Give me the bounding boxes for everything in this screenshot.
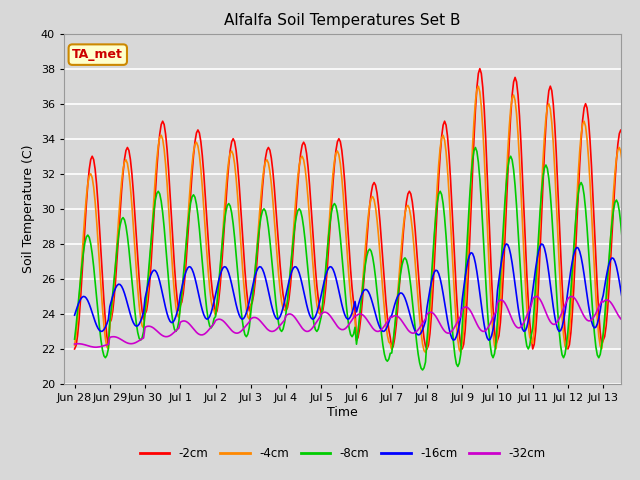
-8cm — [108, 306, 115, 312]
-32cm — [557, 313, 564, 319]
-8cm — [419, 367, 426, 373]
-4cm — [633, 337, 640, 343]
-4cm — [108, 312, 115, 318]
Line: -8cm: -8cm — [75, 147, 637, 370]
-4cm — [558, 313, 566, 319]
-2cm — [360, 279, 367, 285]
-4cm — [422, 349, 429, 355]
-32cm — [567, 294, 575, 300]
-32cm — [362, 314, 369, 320]
-8cm — [472, 144, 479, 150]
-16cm — [71, 312, 79, 318]
-2cm — [557, 249, 564, 254]
-16cm — [502, 241, 510, 247]
-8cm — [90, 264, 97, 269]
-16cm — [633, 301, 640, 307]
-2cm — [476, 66, 484, 72]
-16cm — [632, 310, 639, 315]
-2cm — [630, 307, 638, 312]
-2cm — [472, 107, 479, 113]
-4cm — [632, 335, 639, 341]
-4cm — [473, 86, 481, 92]
-2cm — [108, 317, 115, 323]
-4cm — [360, 264, 367, 270]
Line: -4cm: -4cm — [75, 86, 637, 352]
-8cm — [360, 274, 367, 279]
-16cm — [360, 288, 367, 293]
-16cm — [90, 314, 97, 320]
Title: Alfalfa Soil Temperatures Set B: Alfalfa Soil Temperatures Set B — [224, 13, 461, 28]
-32cm — [90, 344, 97, 350]
Legend: -2cm, -4cm, -8cm, -16cm, -32cm: -2cm, -4cm, -8cm, -16cm, -32cm — [135, 443, 550, 465]
-32cm — [71, 341, 79, 347]
-16cm — [558, 324, 566, 330]
-4cm — [90, 184, 97, 190]
-8cm — [558, 352, 566, 358]
-2cm — [90, 156, 97, 162]
-2cm — [71, 346, 79, 352]
-16cm — [449, 337, 457, 343]
Y-axis label: Soil Temperature (C): Soil Temperature (C) — [22, 144, 35, 273]
-16cm — [108, 298, 115, 304]
-32cm — [632, 303, 639, 309]
-8cm — [632, 352, 639, 358]
Line: -16cm: -16cm — [75, 244, 637, 340]
-2cm — [633, 334, 640, 339]
-8cm — [633, 344, 640, 349]
-16cm — [473, 269, 481, 275]
-8cm — [71, 336, 79, 342]
-32cm — [473, 321, 481, 327]
Text: TA_met: TA_met — [72, 48, 124, 61]
Line: -32cm: -32cm — [75, 297, 637, 347]
-4cm — [474, 84, 482, 89]
Line: -2cm: -2cm — [75, 69, 637, 349]
-4cm — [71, 342, 79, 348]
-32cm — [92, 344, 99, 350]
-8cm — [474, 159, 482, 165]
-32cm — [109, 334, 116, 340]
X-axis label: Time: Time — [327, 406, 358, 419]
-32cm — [633, 301, 640, 307]
